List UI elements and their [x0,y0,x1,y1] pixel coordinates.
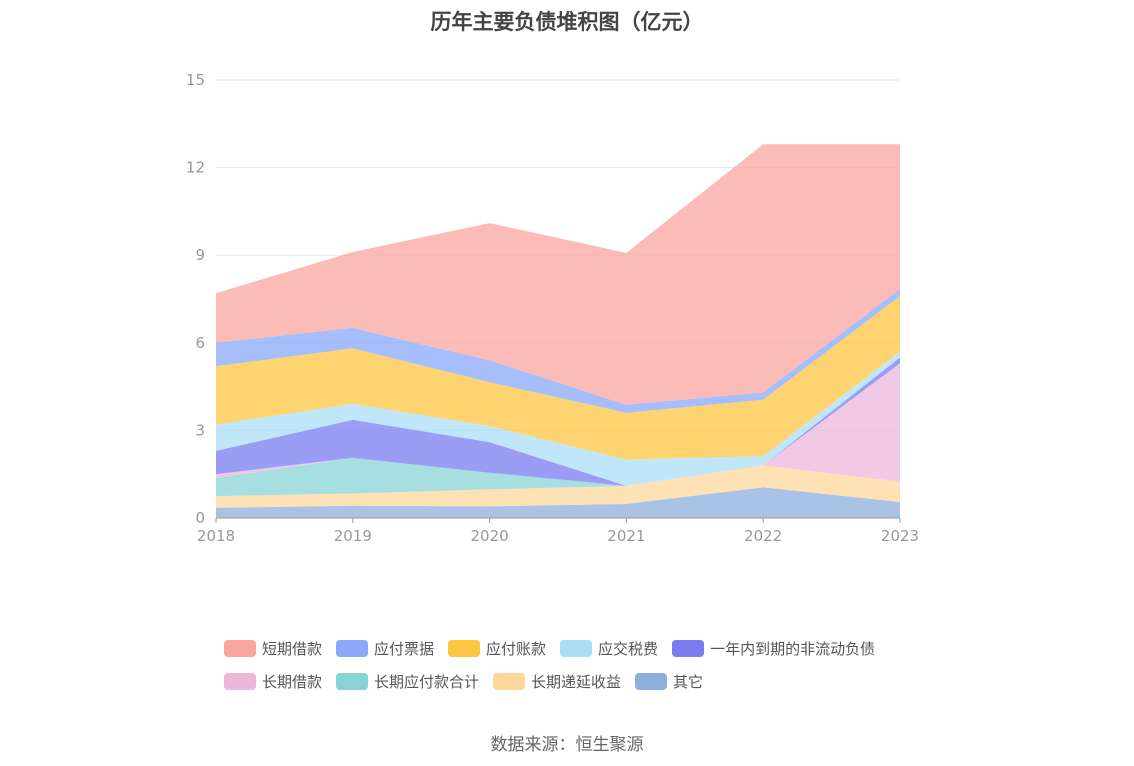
area-series-group [216,144,900,518]
legend-label: 一年内到期的非流动负债 [710,640,876,658]
y-tick-label: 12 [186,159,205,177]
chart-legend: 短期借款 应付票据 应付账款 应交税费 一年内到期的非流动负债 长期借款 长期应付款合计长… [224,632,944,698]
legend-label: 其它 [673,673,704,691]
legend-item[interactable]: 应交税费 [560,638,658,659]
x-tick-label: 2020 [471,527,509,545]
legend-swatch [635,673,668,690]
legend-item[interactable]: 应付票据 [336,638,434,659]
x-tick-label: 2022 [744,527,782,545]
chart-title: 历年主要负债堆积图（亿元） [430,10,704,34]
legend-swatch [672,640,705,657]
area-series-应付票据 [216,288,900,413]
x-tick-label: 2023 [881,527,919,545]
legend-swatch [336,673,369,690]
legend-swatch [224,640,256,657]
data-source-note: 数据来源：恒生聚源 [490,735,644,755]
x-tick-label: 2019 [334,527,372,545]
legend-row: 长期借款 长期应付款合计 长期递延收益 其它 [224,665,944,698]
legend-item[interactable]: 其它 [635,671,703,692]
x-tick-label: 2021 [607,527,645,545]
legend-swatch [448,640,481,657]
legend-label: 应付账款 [486,640,547,658]
area-series-一年内到期的非流动负债 [216,357,900,486]
legend-row: 短期借款 应付票据 应付账款 应交税费 一年内到期的非流动负债 [224,632,944,665]
legend-label: 应交税费 [598,640,659,658]
y-tick-label: 9 [195,246,205,264]
legend-label: 应付票据 [374,640,435,658]
area-series-短期借款 [216,144,900,405]
y-tick-label: 15 [186,71,205,89]
legend-swatch [336,640,369,657]
legend-label: 长期应付款合计 [374,673,480,691]
stacked-area-chart: 0 3 6 9 12 15 2018 2019 2020 2021 2022 2023 [186,71,919,545]
y-tick-label: 3 [195,421,205,439]
area-series-应付账款 [216,296,900,460]
legend-swatch [493,673,526,690]
legend-item[interactable]: 长期递延收益 [493,671,621,692]
legend-label: 长期递延收益 [531,673,622,691]
legend-swatch [224,673,256,690]
legend-item[interactable]: 短期借款 [224,638,322,659]
y-tick-label: 6 [195,334,205,352]
area-series-其它 [216,487,900,518]
legend-item[interactable]: 长期应付款合计 [336,671,479,692]
legend-item[interactable]: 长期借款 [224,671,322,692]
legend-label: 长期借款 [262,673,323,691]
x-tick-label: 2018 [197,527,235,545]
y-tick-label: 0 [195,509,205,527]
area-series-长期应付款合计 [216,457,900,497]
axes: 0 3 6 9 12 15 2018 2019 2020 2021 2022 2023 [186,71,919,545]
area-series-长期递延收益 [216,465,900,508]
legend-label: 短期借款 [262,640,323,658]
legend-item[interactable]: 一年内到期的非流动负债 [672,638,875,659]
area-series-应交税费 [216,351,900,486]
legend-swatch [560,640,593,657]
legend-item[interactable]: 应付账款 [448,638,546,659]
